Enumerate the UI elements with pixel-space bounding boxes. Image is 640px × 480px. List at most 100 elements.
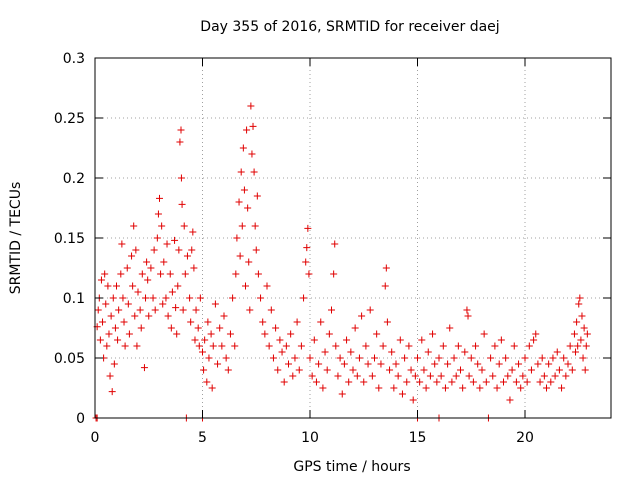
data-point — [543, 384, 550, 392]
plot-frame — [94, 57, 612, 419]
data-point — [463, 306, 471, 314]
data-point — [138, 270, 146, 278]
data-point — [465, 372, 473, 380]
data-point — [437, 372, 445, 380]
data-point — [459, 384, 467, 392]
data-point — [368, 372, 376, 380]
data-point — [527, 366, 535, 374]
data-point — [179, 306, 187, 314]
data-point — [340, 360, 348, 368]
x-tick-label: 10 — [301, 430, 319, 446]
data-point — [396, 336, 404, 344]
data-point — [382, 264, 390, 272]
data-point — [562, 372, 570, 380]
data-point — [239, 144, 247, 152]
data-point — [312, 378, 320, 386]
data-point — [330, 270, 338, 278]
data-point — [573, 318, 581, 326]
data-point — [276, 336, 284, 344]
data-point — [124, 300, 132, 308]
data-point — [94, 306, 102, 314]
data-point — [125, 330, 133, 338]
data-point — [304, 224, 312, 232]
data-point — [444, 360, 452, 368]
data-point — [364, 360, 372, 368]
data-point — [119, 294, 127, 302]
data-point — [218, 342, 226, 350]
data-point — [242, 282, 249, 290]
data-point — [250, 168, 258, 176]
data-point — [534, 360, 542, 368]
data-point — [205, 354, 213, 362]
data-point — [166, 270, 174, 278]
data-point — [478, 366, 486, 374]
data-point — [274, 366, 282, 374]
data-point — [132, 246, 140, 254]
data-point — [450, 354, 458, 362]
data-point — [253, 192, 261, 200]
data-point — [177, 126, 185, 134]
data-point — [500, 378, 507, 386]
data-point — [151, 306, 159, 314]
data-point — [233, 234, 241, 242]
data-point — [257, 294, 265, 302]
data-point — [555, 366, 563, 374]
data-point — [111, 324, 119, 332]
data-point — [209, 342, 217, 350]
data-point — [204, 318, 212, 326]
x-tick-label: 0 — [91, 430, 100, 446]
data-point — [231, 342, 239, 350]
data-point — [491, 342, 499, 350]
data-point — [338, 390, 346, 398]
data-point — [303, 244, 311, 252]
data-point — [162, 294, 170, 302]
data-point — [208, 384, 216, 392]
data-point — [381, 282, 389, 290]
data-point — [420, 366, 428, 374]
data-point — [168, 288, 176, 296]
data-point — [224, 366, 232, 374]
data-point — [401, 354, 409, 362]
data-point — [192, 306, 200, 314]
data-point — [394, 372, 402, 380]
data-point — [347, 348, 355, 356]
data-point — [502, 354, 510, 362]
data-point — [574, 342, 582, 350]
data-point — [386, 366, 394, 374]
data-point — [469, 378, 477, 386]
data-point — [123, 264, 131, 272]
data-point — [232, 270, 240, 278]
data-point — [130, 222, 138, 230]
data-point — [564, 360, 572, 368]
data-point — [558, 384, 566, 392]
data-point — [373, 330, 381, 338]
data-point — [521, 354, 529, 362]
data-point — [489, 372, 497, 380]
data-point — [321, 348, 329, 356]
data-point — [416, 378, 424, 386]
data-point — [177, 174, 185, 182]
data-point — [295, 366, 303, 374]
data-point — [203, 378, 211, 386]
data-point — [249, 122, 257, 130]
data-point — [159, 300, 167, 308]
data-point — [581, 366, 589, 374]
data-point — [163, 240, 171, 248]
data-point — [167, 324, 175, 332]
data-point — [293, 318, 301, 326]
data-point — [405, 342, 413, 350]
data-point — [331, 240, 339, 248]
data-point — [454, 342, 462, 350]
data-point — [577, 336, 585, 344]
x-tick-label: 20 — [516, 430, 534, 446]
data-point — [191, 336, 199, 344]
data-point — [117, 270, 125, 278]
data-point — [414, 354, 421, 362]
data-point — [176, 138, 184, 146]
data-point — [575, 300, 583, 308]
data-point — [371, 354, 378, 362]
data-point — [480, 330, 488, 338]
data-point — [532, 330, 540, 338]
data-point — [171, 236, 179, 244]
data-point — [302, 258, 310, 266]
